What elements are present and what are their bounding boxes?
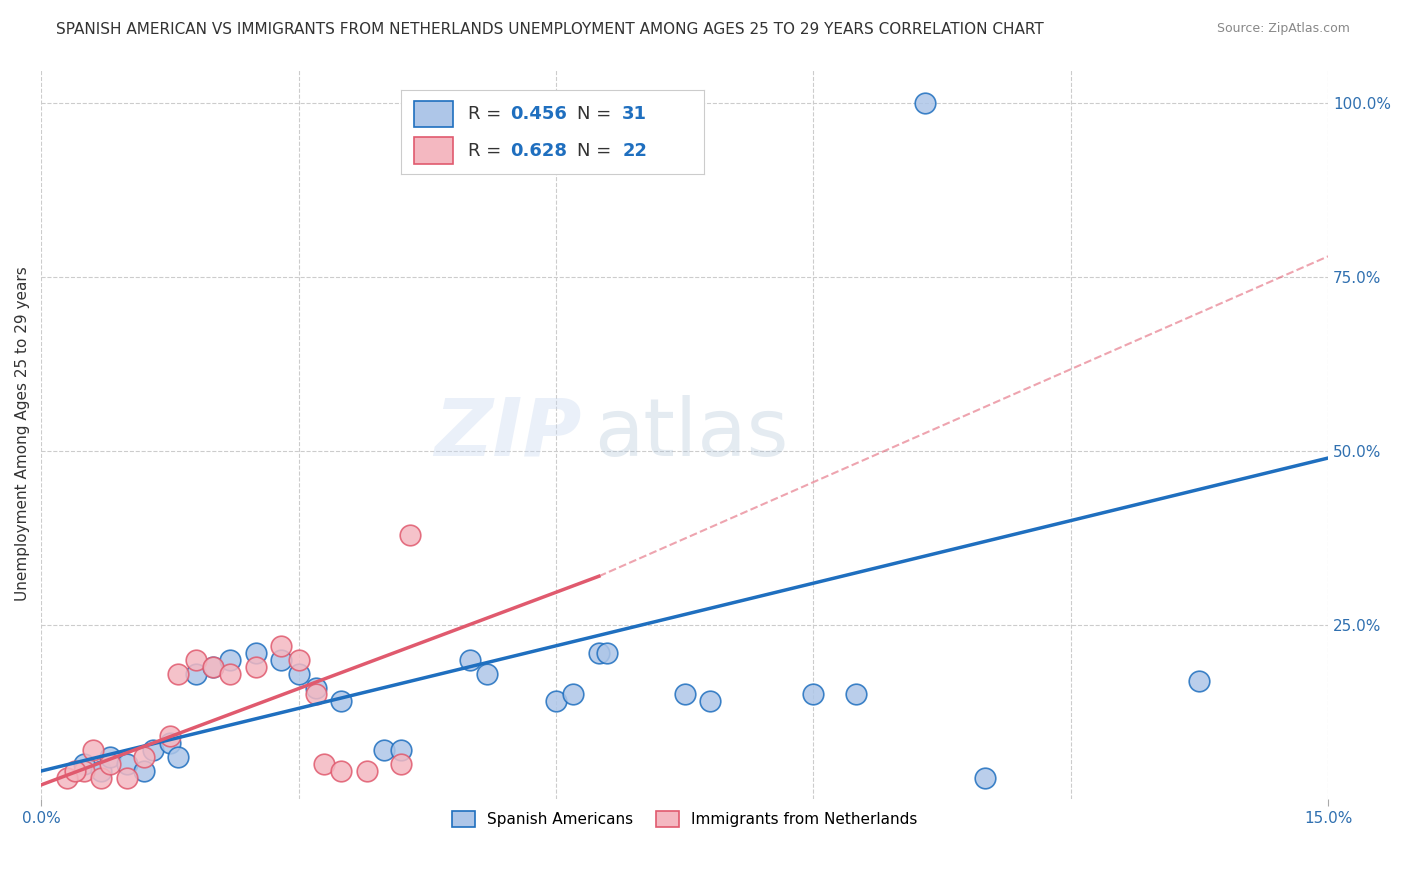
Point [73,764,96,778]
Point [458,653,481,667]
Point [1188,673,1211,688]
Point [98,750,121,764]
Point [914,96,936,111]
Point [596,646,619,660]
Point [115,771,138,785]
Point [391,757,413,772]
Point [184,653,207,667]
Point [477,666,499,681]
Point [391,743,413,757]
Point [142,743,165,757]
Point [845,688,868,702]
Point [399,527,422,541]
Text: atlas: atlas [595,394,789,473]
Point [699,694,721,708]
Point [159,736,181,750]
Point [330,694,353,708]
Point [82,743,104,757]
Point [356,764,378,778]
Point [56,771,79,785]
Point [373,743,395,757]
Point [245,646,267,660]
Point [90,771,112,785]
Point [287,666,309,681]
Point [201,659,224,673]
Point [974,771,997,785]
Point [673,688,696,702]
Point [330,764,353,778]
Point [167,750,190,764]
Text: Source: ZipAtlas.com: Source: ZipAtlas.com [1216,22,1350,36]
Point [167,666,190,681]
Point [159,729,181,743]
Point [270,639,292,653]
Point [287,653,309,667]
Point [132,750,155,764]
Point [801,688,824,702]
Text: ZIP: ZIP [434,394,582,473]
Point [201,659,224,673]
Point [305,688,328,702]
Point [544,694,567,708]
Point [90,764,112,778]
Point [562,688,585,702]
Y-axis label: Unemployment Among Ages 25 to 29 years: Unemployment Among Ages 25 to 29 years [15,267,30,601]
Point [73,757,96,772]
Point [115,757,138,772]
Point [305,681,328,695]
Point [65,764,87,778]
Legend: Spanish Americans, Immigrants from Netherlands: Spanish Americans, Immigrants from Nethe… [444,804,925,835]
Point [218,666,240,681]
Point [245,659,267,673]
Point [184,666,207,681]
Point [588,646,610,660]
Point [98,757,121,772]
Point [218,653,240,667]
Point [132,764,155,778]
Point [270,653,292,667]
Point [314,757,336,772]
Text: SPANISH AMERICAN VS IMMIGRANTS FROM NETHERLANDS UNEMPLOYMENT AMONG AGES 25 TO 29: SPANISH AMERICAN VS IMMIGRANTS FROM NETH… [56,22,1045,37]
